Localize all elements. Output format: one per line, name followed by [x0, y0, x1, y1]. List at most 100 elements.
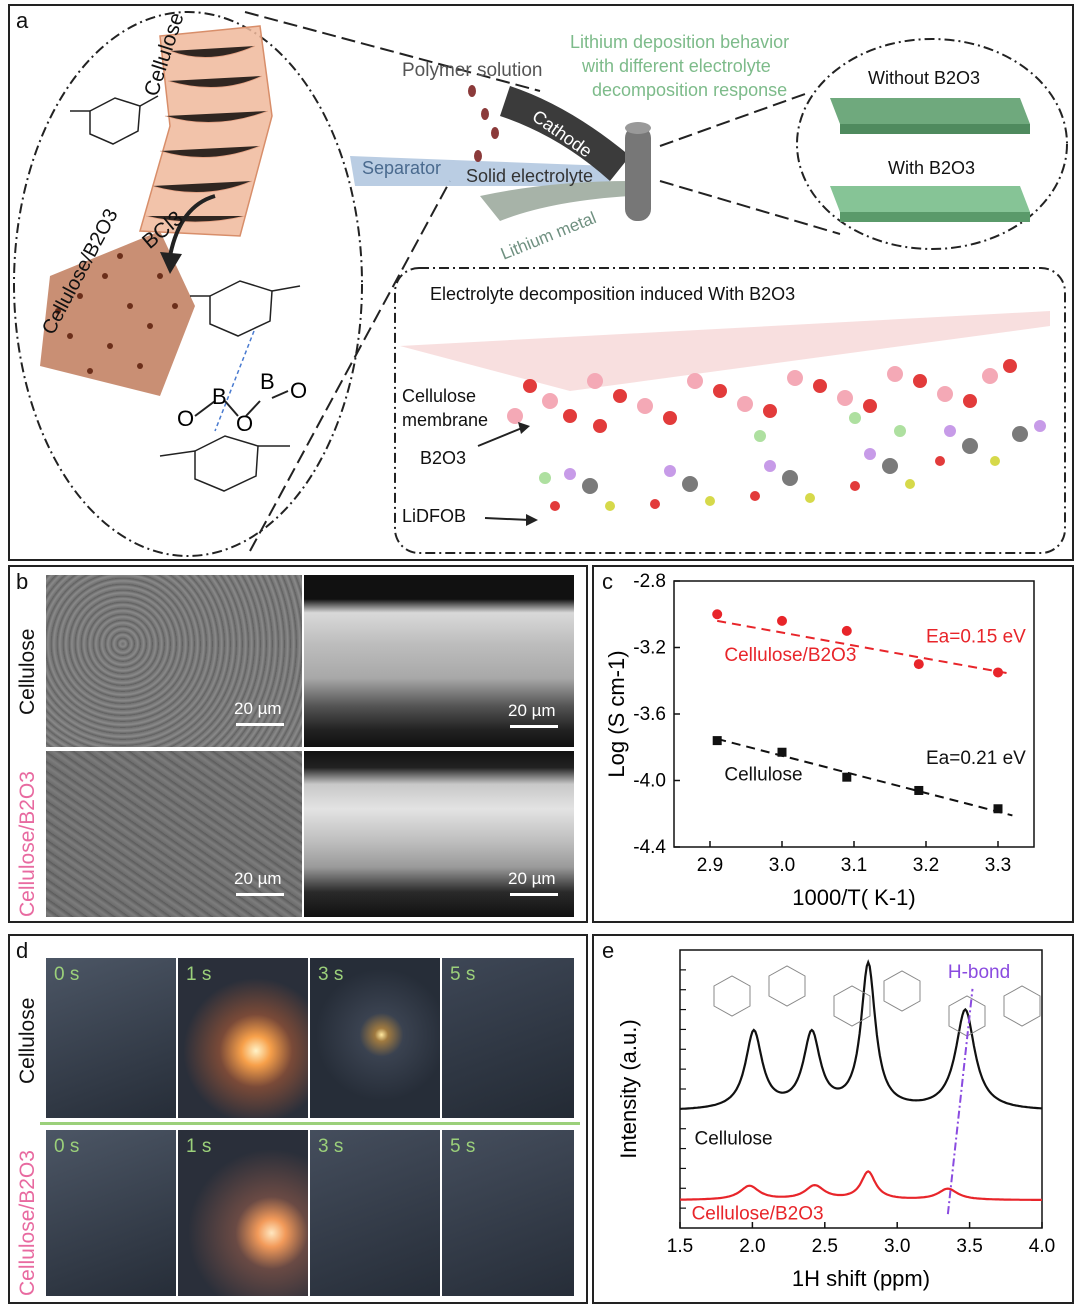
data-point: [777, 747, 787, 757]
molecule-ring: [883, 970, 921, 1012]
data-point: [914, 785, 924, 795]
cellulose-ellipse: [13, 11, 363, 557]
series-label-b2o3: Cellulose/B2O3: [692, 1204, 824, 1225]
series-label-b2o3: Cellulose/B2O3: [724, 645, 856, 666]
sem-cellulose-b2o3-top: 20 µm: [46, 751, 302, 917]
data-point: [842, 772, 852, 782]
burn-frame-b2o3-5s: 5 s: [442, 1130, 574, 1296]
cellulose-membrane-line1: Cellulose: [402, 386, 477, 406]
panel-c: c 2.9 3.0 3.1 3.2 3.3 -2.8 -3.2 -3.6 -4.0 -4.4 Ea=…: [592, 565, 1074, 923]
separator-shape: [350, 156, 610, 186]
with-b2o3-label: With B2O3: [888, 158, 976, 178]
data-point: [712, 609, 723, 620]
lithium-shape: [480, 181, 630, 221]
burn-frame-b2o3-3s: 3 s: [310, 1130, 440, 1296]
x-tick-label: 3.0: [769, 855, 795, 876]
scale-bar: [510, 725, 558, 728]
panel-d-label: d: [16, 938, 29, 963]
molecule-ring: [713, 975, 751, 1017]
panel-b-row-label-cellulose-b2o3: Cellulose/B2O3: [16, 771, 39, 917]
panel-d: d Cellulose Cellulose/B2O3 0 s 1 s 3 s 5…: [8, 934, 588, 1304]
svg-text:O: O: [177, 406, 194, 431]
b2o3-molecules: [507, 359, 1017, 433]
molecule-ring: [768, 965, 806, 1007]
y-tick-label: -4.0: [633, 771, 666, 792]
burn-frame-cellulose-3s: 3 s: [310, 958, 440, 1118]
panel-a-illustration: O B O B O: [13, 11, 1068, 557]
y-axis-label: Log (S cm-1): [604, 650, 629, 777]
without-b2o3-label: Without B2O3: [868, 68, 981, 88]
fit-line-b2o3: [717, 619, 1013, 676]
panel-d-row-label-cellulose-b2o3: Cellulose/B2O3: [16, 1150, 39, 1296]
panel-c-label: c: [602, 569, 613, 594]
panel-b: b Cellulose Cellulose/B2O3 20 µm 20 µm 2…: [8, 565, 588, 923]
svg-text:B: B: [260, 369, 275, 394]
panel-e: e 1.5 2.0 2.5 3.0 3.5 4.0 H-bond Cellulose Cellu…: [592, 934, 1074, 1304]
panel-d-row-label-cellulose: Cellulose: [16, 997, 39, 1084]
b2o3-label: B2O3: [420, 448, 467, 468]
series-label-cellulose: Cellulose: [694, 1129, 772, 1150]
membrane-smooth: [830, 186, 1030, 212]
sem-cellulose-b2o3-cross: 20 µm: [304, 751, 574, 917]
svg-text:B: B: [212, 384, 227, 409]
data-point: [913, 659, 924, 670]
sem-cellulose-top: 20 µm: [46, 575, 302, 747]
panel-b-label: b: [16, 569, 29, 594]
molecule-ring: [1003, 985, 1041, 1027]
membrane-rough: [830, 98, 1030, 124]
data-point: [993, 804, 1003, 814]
polymer-solution-label: Polymer solution: [402, 60, 543, 81]
scale-bar-label: 20 µm: [508, 701, 556, 720]
x-tick-label: 2.5: [812, 1236, 838, 1257]
membrane-ellipse: [796, 38, 1068, 250]
burn-frame-b2o3-1s: 1 s: [178, 1130, 308, 1296]
molecule-ring: [833, 985, 871, 1027]
x-tick-label: 1.5: [667, 1236, 693, 1257]
y-tick-label: -4.4: [633, 837, 666, 858]
hbond-label: H-bond: [948, 962, 1010, 983]
decomposition-box: [394, 267, 1066, 554]
burn-frame-cellulose-1s: 1 s: [178, 958, 308, 1118]
x-tick-label: 3.5: [956, 1236, 982, 1257]
data-point: [712, 736, 722, 746]
separator-label: Separator: [362, 158, 442, 178]
scale-bar: [236, 723, 284, 726]
lithium-behavior-line2: with different electrolyte: [582, 56, 771, 76]
conductivity-chart: 2.9 3.0 3.1 3.2 3.3 -2.8 -3.2 -3.6 -4.0 -4.4 Ea=0.…: [604, 571, 1035, 910]
x-tick-label: 3.1: [841, 855, 867, 876]
lithium-behavior-line3: decomposition response: [592, 80, 788, 100]
solid-electrolyte-label: Solid electrolyte: [466, 166, 594, 186]
scale-bar-label: 20 µm: [234, 869, 282, 888]
hbond-line: [946, 988, 974, 1215]
svg-text:O: O: [236, 411, 253, 436]
spectrum-line-cellulose: [679, 959, 1043, 1110]
data-point: [841, 625, 852, 636]
decomposition-title: Electrolyte decomposition induced With B…: [430, 284, 796, 304]
cellulose-b2o3-sheet: [40, 231, 195, 396]
lidfob-label: LiDFOB: [402, 506, 467, 526]
x-tick-label: 4.0: [1029, 1236, 1055, 1257]
molecule-ring: [948, 995, 986, 1037]
cellulose-membrane-line2: membrane: [402, 410, 489, 430]
y-axis-label: Intensity (a.u.): [616, 1019, 641, 1158]
scale-bar: [236, 893, 284, 896]
panel-a-label: a: [16, 8, 29, 33]
ea-label-b2o3: Ea=0.15 eV: [926, 627, 1026, 648]
burn-frame-b2o3-0s: 0 s: [46, 1130, 176, 1296]
panel-e-label: e: [602, 938, 615, 963]
panel-b-row-label-cellulose: Cellulose: [16, 628, 39, 715]
x-tick-label: 3.2: [913, 855, 939, 876]
y-tick-label: -2.8: [633, 571, 666, 592]
nmr-chart: 1.5 2.0 2.5 3.0 3.5 4.0 H-bond Cellulose Cellulo…: [616, 949, 1055, 1291]
x-tick-label: 2.9: [697, 855, 723, 876]
data-point: [993, 667, 1003, 678]
x-tick-label: 3.3: [985, 855, 1011, 876]
timeline-arrow: [40, 1122, 580, 1125]
scale-bar: [510, 893, 558, 896]
lithium-behavior-line1: Lithium deposition behavior: [570, 32, 790, 52]
burn-frame-cellulose-0s: 0 s: [46, 958, 176, 1118]
svg-text:O: O: [290, 378, 307, 403]
y-tick-label: -3.6: [633, 704, 666, 725]
series-label-cellulose: Cellulose: [724, 765, 802, 786]
lidfob-molecules: [539, 412, 1046, 511]
